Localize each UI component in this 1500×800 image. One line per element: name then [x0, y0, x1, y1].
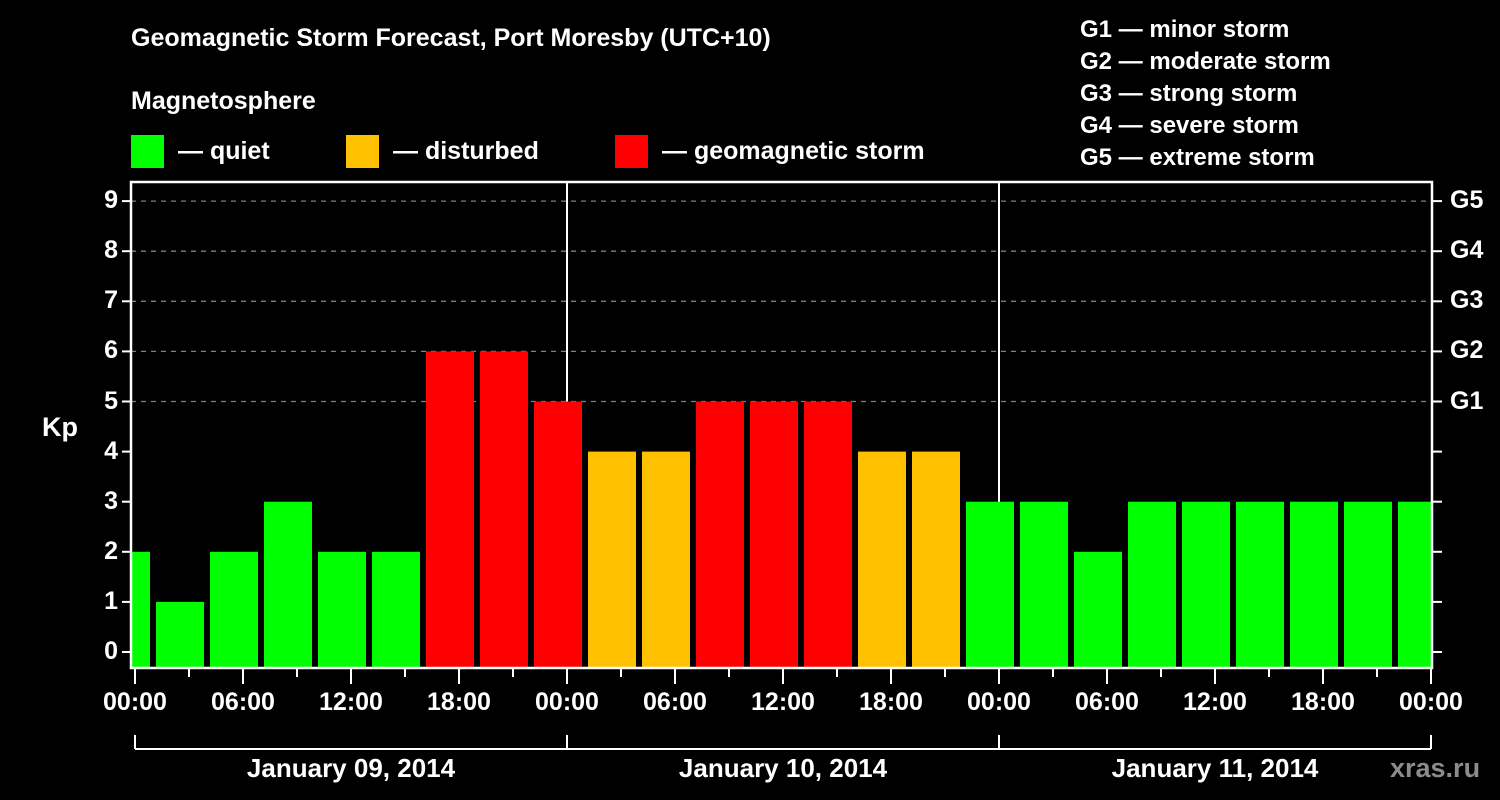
date-label: January 10, 2014 [678, 753, 888, 783]
legend-disturbed: — disturbed [346, 134, 539, 168]
bar [1398, 501, 1431, 668]
g-scale-legend: G1 — minor storm G2 — moderate storm G3 … [1080, 14, 1331, 174]
storm-swatch [615, 134, 648, 168]
y-tick-label: 9 [104, 186, 118, 215]
bar [426, 351, 474, 668]
bar [156, 601, 204, 668]
g-tick-label: G3 [1450, 286, 1484, 315]
bar [480, 351, 528, 668]
legend-disturbed-label: — disturbed [393, 136, 539, 165]
bar [1236, 501, 1284, 668]
y-tick-label: 8 [104, 236, 118, 265]
x-tick-label: 18:00 [1291, 688, 1355, 716]
bar [912, 451, 960, 668]
bar [1020, 501, 1068, 668]
bar [588, 451, 636, 668]
y-tick-label: 7 [104, 286, 118, 315]
bar [804, 401, 852, 668]
bar [372, 551, 420, 668]
g5-legend: G5 — extreme storm [1080, 144, 1315, 171]
bar [696, 401, 744, 668]
legend-quiet-label: — quiet [178, 136, 270, 165]
bar [210, 551, 258, 668]
y-tick-label: 0 [104, 637, 118, 665]
x-tick-label: 06:00 [643, 688, 707, 716]
legend-quiet: — quiet [131, 134, 270, 168]
y-tick-label: 5 [104, 386, 118, 415]
bar [1290, 501, 1338, 668]
g-tick-label: G1 [1450, 386, 1484, 415]
bar [642, 451, 690, 668]
y-axis-label: Kp [42, 412, 78, 442]
bar [318, 551, 366, 668]
x-tick-label: 12:00 [319, 688, 383, 716]
bar [1128, 501, 1176, 668]
y-tick-label: 2 [104, 536, 118, 565]
bar [132, 551, 150, 668]
x-tick-label: 00:00 [535, 688, 599, 716]
legend-storm: — geomagnetic storm [615, 134, 925, 168]
g1-legend: G1 — minor storm [1080, 16, 1290, 43]
legend-storm-label: — geomagnetic storm [662, 136, 925, 165]
g4-legend: G4 — severe storm [1080, 112, 1299, 139]
bar [264, 501, 312, 668]
y-tick-label: 1 [104, 586, 118, 615]
plot-frame [129, 180, 1434, 670]
disturbed-swatch [346, 134, 379, 168]
bar [534, 401, 582, 668]
y-tick-label: 4 [104, 436, 118, 465]
x-tick-label: 06:00 [211, 688, 275, 716]
x-tick-label: 12:00 [751, 688, 815, 716]
y-tick-label: 3 [104, 486, 118, 515]
bar [1182, 501, 1230, 668]
date-label: January 09, 2014 [246, 753, 456, 783]
g3-legend: G3 — strong storm [1080, 80, 1298, 107]
chart-title: Geomagnetic Storm Forecast, Port Moresby… [131, 24, 771, 52]
legend-subtitle: Magnetosphere [131, 87, 316, 115]
x-tick-label: 12:00 [1183, 688, 1247, 716]
x-tick-label: 00:00 [103, 688, 167, 716]
quiet-swatch [131, 134, 164, 168]
date-label: January 11, 2014 [1111, 753, 1319, 783]
x-tick-label: 00:00 [967, 688, 1031, 716]
bar [1074, 551, 1122, 668]
x-tick-label: 00:00 [1399, 688, 1463, 716]
bar [966, 501, 1014, 668]
x-tick-label: 18:00 [859, 688, 923, 716]
g-tick-label: G4 [1450, 236, 1484, 265]
bar [858, 451, 906, 668]
bar [1344, 501, 1392, 668]
bar [750, 401, 798, 668]
g2-legend: G2 — moderate storm [1080, 48, 1331, 75]
watermark: xras.ru [1390, 753, 1481, 783]
g-tick-label: G2 [1450, 336, 1484, 365]
g-tick-label: G5 [1450, 186, 1484, 215]
x-tick-label: 18:00 [427, 688, 491, 716]
x-tick-label: 06:00 [1075, 688, 1139, 716]
y-tick-label: 6 [104, 336, 118, 365]
